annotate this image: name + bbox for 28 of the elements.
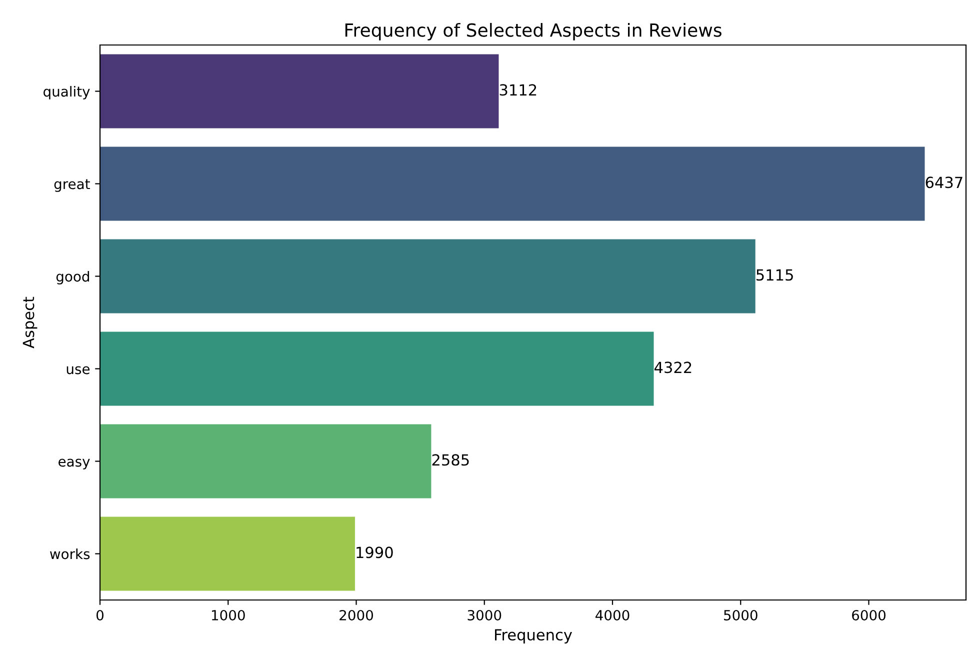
y-axis-title: Aspect [22, 296, 38, 348]
data-label: 6437 [926, 176, 962, 188]
x-tick-label: 1000 [212, 610, 245, 620]
data-label: 5115 [756, 269, 793, 281]
bar [100, 146, 925, 221]
x-tick-label: 5000 [724, 610, 758, 620]
data-label: 2585 [432, 454, 469, 466]
bar [100, 516, 355, 591]
data-label: 4322 [654, 362, 692, 374]
bar [100, 239, 756, 314]
x-tick-label: 2000 [340, 610, 373, 620]
x-axis-title: Frequency [495, 629, 572, 644]
x-tick-label: 6000 [852, 610, 886, 620]
y-tick-label: easy [58, 458, 90, 470]
chart-title: Frequency of Selected Aspects in Reviews [345, 22, 722, 40]
bar [100, 54, 499, 128]
x-tick-label: 3000 [468, 610, 502, 620]
data-label: 1990 [356, 546, 393, 558]
y-tick-label: use [66, 366, 90, 374]
x-tick-label: 0 [96, 610, 104, 620]
bar [100, 332, 654, 406]
y-tick-label: good [56, 270, 90, 284]
x-tick-label: 4000 [596, 610, 630, 620]
y-tick-label: great [54, 179, 90, 192]
data-label: 3112 [500, 84, 536, 96]
bar [100, 424, 432, 498]
y-tick-label: works [50, 548, 90, 560]
y-tick-label: quality [44, 86, 90, 100]
